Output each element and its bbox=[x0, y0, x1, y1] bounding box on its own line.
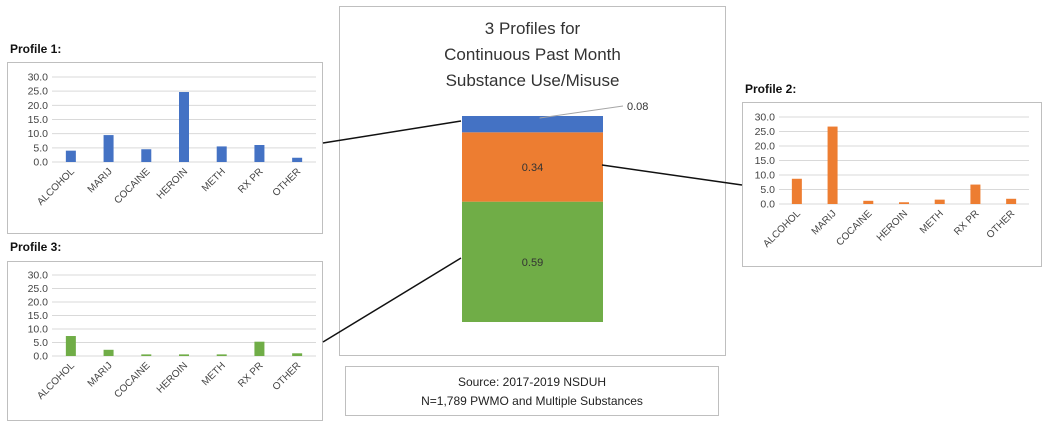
connector-line-profile-3 bbox=[322, 257, 462, 343]
segment-leader-line bbox=[539, 105, 624, 119]
y-tick-label: 20.0 bbox=[755, 141, 776, 153]
y-tick-label: 25.0 bbox=[28, 86, 49, 98]
connector-line-profile-2 bbox=[601, 164, 743, 186]
stack-segment-0.08 bbox=[462, 116, 603, 133]
bar-heroin bbox=[179, 92, 189, 162]
bar-meth bbox=[934, 199, 945, 204]
y-tick-label: 20.0 bbox=[28, 100, 49, 112]
bar-alcohol bbox=[791, 178, 802, 204]
stacked-chart: 0.59 0.34 0.08 bbox=[462, 101, 648, 322]
bar-cocaine bbox=[141, 149, 152, 162]
source-box: Source: 2017-2019 NSDUH N=1,789 PWMO and… bbox=[345, 366, 719, 416]
bar-cocaine bbox=[141, 354, 152, 356]
bar-rx-pr bbox=[254, 341, 265, 356]
segment-label: 0.34 bbox=[522, 162, 543, 174]
connector-line-profile-1 bbox=[322, 120, 462, 144]
y-tick-label: 30.0 bbox=[755, 112, 776, 124]
y-tick-label: 30.0 bbox=[28, 72, 49, 84]
central-chart-box: 3 Profiles for Continuous Past Month Sub… bbox=[339, 6, 726, 356]
y-tick-label: 15.0 bbox=[28, 114, 49, 126]
bar-marij bbox=[103, 349, 114, 356]
profile-1-chart-box: 0.0 5.0 10.0 15.0 20.0 25.0 30.0 ALCOHOL MARIJ CO… bbox=[7, 62, 323, 234]
bar-rx-pr bbox=[970, 184, 981, 204]
y-tick-label: 10.0 bbox=[28, 128, 49, 140]
segment-label: 0.08 bbox=[627, 101, 648, 113]
bar-marij bbox=[103, 135, 114, 162]
bar-meth bbox=[216, 354, 227, 356]
bar-alcohol bbox=[65, 150, 76, 162]
segment-label: 0.59 bbox=[522, 257, 543, 269]
profile-1-label: Profile 1: bbox=[10, 42, 62, 56]
profile-3-chart-box: 0.0 5.0 10.0 15.0 20.0 25.0 30.0 ALCOHOL MARIJ CO… bbox=[7, 261, 323, 421]
source-line-1: Source: 2017-2019 NSDUH bbox=[457, 375, 607, 389]
stack-segment-0.34 bbox=[462, 132, 603, 202]
profile-2-label: Profile 2: bbox=[745, 82, 797, 96]
source-line-2: N=1,789 PWMO and Multiple Substances bbox=[421, 394, 643, 408]
y-tick-label: 10.0 bbox=[755, 170, 776, 182]
bar-heroin bbox=[179, 354, 189, 356]
y-tick-label: 25.0 bbox=[28, 283, 49, 295]
bar-other bbox=[1006, 198, 1017, 204]
bar-marij bbox=[827, 126, 838, 204]
bar-alcohol bbox=[65, 336, 76, 356]
profile-3-label: Profile 3: bbox=[10, 240, 62, 254]
bar-rx-pr bbox=[254, 145, 265, 162]
y-tick-label: 15.0 bbox=[755, 155, 776, 167]
stack-segment-0.59 bbox=[462, 201, 603, 322]
y-tick-label: 5.0 bbox=[760, 184, 775, 196]
bar-other bbox=[292, 157, 303, 162]
y-tick-label: 30.0 bbox=[28, 270, 49, 282]
central-title-line-1: 3 Profiles for bbox=[484, 19, 581, 38]
central-title-line-2: Continuous Past Month bbox=[444, 45, 621, 64]
profile-2-chart-box: 0.0 5.0 10.0 15.0 20.0 25.0 30.0 ALCOHOL MARIJ CO… bbox=[742, 102, 1042, 267]
y-tick-label: 0.0 bbox=[33, 351, 48, 363]
bar-cocaine bbox=[863, 200, 874, 204]
y-tick-label: 10.0 bbox=[28, 324, 49, 336]
bar-meth bbox=[216, 146, 227, 162]
y-tick-label: 0.0 bbox=[760, 199, 775, 211]
y-tick-label: 25.0 bbox=[755, 126, 776, 138]
y-tick-label: 15.0 bbox=[28, 310, 49, 322]
bar-other bbox=[292, 353, 303, 356]
central-title-line-3: Substance Use/Misuse bbox=[445, 71, 620, 90]
y-tick-label: 5.0 bbox=[33, 142, 48, 154]
bar-heroin bbox=[899, 202, 909, 204]
y-tick-label: 0.0 bbox=[33, 157, 48, 169]
y-tick-label: 20.0 bbox=[28, 297, 49, 309]
y-tick-label: 5.0 bbox=[33, 337, 48, 349]
